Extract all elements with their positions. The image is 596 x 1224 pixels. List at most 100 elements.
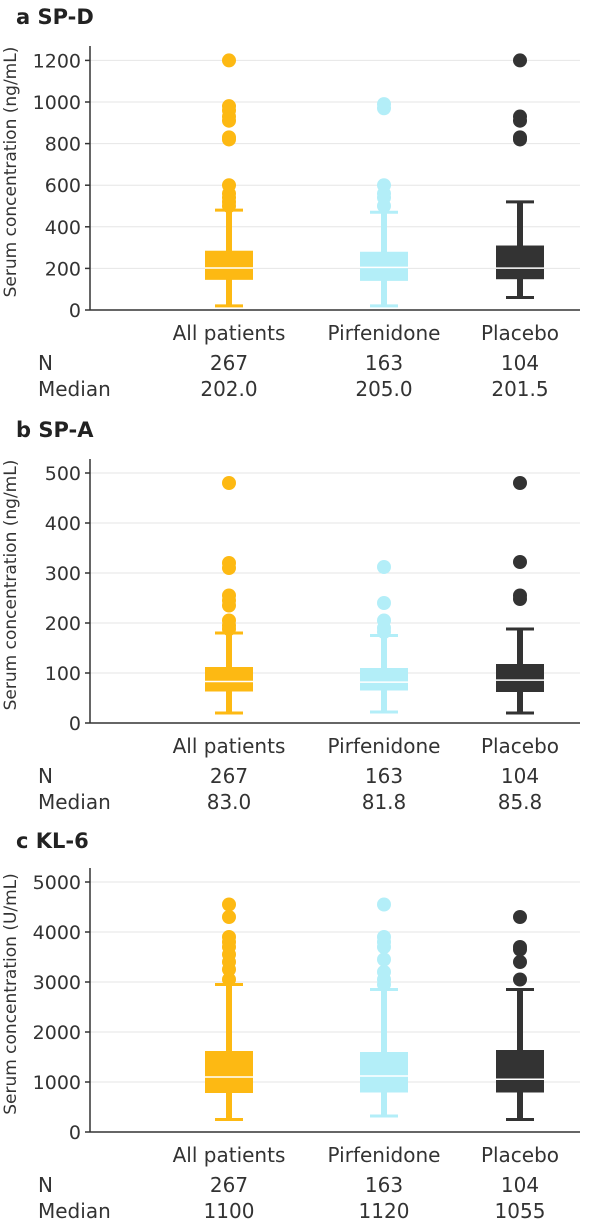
category-label: All patients bbox=[173, 321, 286, 345]
panel-letter: a bbox=[16, 5, 37, 29]
n-row-label: N bbox=[38, 1173, 53, 1197]
outlier-point bbox=[222, 178, 236, 193]
y-tick-label: 1200 bbox=[33, 50, 81, 72]
iqr-box bbox=[205, 1051, 253, 1093]
median-value: 1120 bbox=[359, 1199, 410, 1223]
y-tick-label: 1000 bbox=[33, 1072, 81, 1094]
category-label: Placebo bbox=[481, 734, 559, 758]
iqr-box bbox=[360, 668, 408, 691]
category-label: Placebo bbox=[481, 321, 559, 345]
outlier-point bbox=[222, 972, 236, 987]
box-3 bbox=[496, 910, 544, 1121]
outlier-point bbox=[377, 952, 391, 967]
n-value: 267 bbox=[210, 1173, 248, 1197]
n-row-label: N bbox=[38, 351, 53, 375]
y-tick-label: 200 bbox=[45, 258, 81, 280]
panel-a: a SP-D 0 200 400 600 800 1000 1200 Serum concent… bbox=[1, 5, 580, 401]
outlier-point bbox=[513, 476, 527, 490]
y-tick-label: 300 bbox=[45, 563, 81, 585]
n-value: 163 bbox=[365, 764, 403, 788]
median-value: 83.0 bbox=[207, 790, 252, 814]
median-value: 1100 bbox=[204, 1199, 255, 1223]
box-1 bbox=[205, 897, 253, 1121]
outlier-point bbox=[513, 109, 527, 124]
category-label: Pirfenidone bbox=[328, 734, 441, 758]
y-axis-label: Serum concentration (U/mL) bbox=[1, 873, 21, 1115]
iqr-box bbox=[496, 1050, 544, 1093]
box-1 bbox=[205, 53, 253, 308]
outlier-point bbox=[222, 476, 236, 490]
box-1 bbox=[205, 476, 253, 715]
outlier-point bbox=[222, 897, 236, 912]
outlier-point bbox=[377, 965, 391, 979]
panel-title-text: SP-A bbox=[38, 418, 94, 442]
box-3 bbox=[496, 476, 544, 715]
outlier-point bbox=[513, 555, 527, 569]
n-value: 267 bbox=[210, 351, 248, 375]
panel-letter: c bbox=[16, 829, 36, 853]
y-tick-label: 4000 bbox=[33, 922, 81, 944]
category-label: All patients bbox=[173, 734, 286, 758]
y-tick-label: 200 bbox=[45, 613, 81, 635]
box-3 bbox=[496, 53, 544, 300]
y-tick-label: 600 bbox=[45, 175, 81, 197]
n-value: 104 bbox=[501, 764, 539, 788]
outlier-point bbox=[377, 897, 391, 912]
y-tick-label: 500 bbox=[45, 463, 81, 485]
outlier-point bbox=[377, 560, 391, 574]
y-tick-label: 400 bbox=[45, 513, 81, 535]
y-axis-label: Serum concentration (ng/mL) bbox=[1, 460, 21, 711]
median-row-label: Median bbox=[38, 790, 111, 814]
panel-title-text: KL-6 bbox=[36, 829, 89, 853]
outlier-point bbox=[513, 940, 527, 954]
y-tick-label: 5000 bbox=[33, 872, 81, 894]
median-value: 85.8 bbox=[498, 790, 543, 814]
outlier-point bbox=[513, 910, 527, 924]
y-tick-label: 0 bbox=[69, 713, 81, 735]
n-value: 163 bbox=[365, 1173, 403, 1197]
outlier-point bbox=[513, 972, 527, 987]
box-2 bbox=[360, 897, 408, 1118]
panel-b: b SP-A 0 100 200 300 400 500 Serum concentratio… bbox=[1, 418, 580, 814]
y-tick-label: 0 bbox=[69, 300, 81, 322]
outlier-point bbox=[222, 910, 236, 924]
y-axis-label: Serum concentration (ng/mL) bbox=[1, 47, 21, 298]
median-row-label: Median bbox=[38, 1199, 111, 1223]
outlier-point bbox=[222, 930, 236, 944]
panel-c: c KL-6 0 1000 2000 3000 4000 5000 Serum concent… bbox=[1, 829, 580, 1223]
y-tick-label: 100 bbox=[45, 663, 81, 685]
median-value: 201.5 bbox=[491, 377, 548, 401]
outlier-point bbox=[222, 613, 236, 628]
outlier-point bbox=[377, 97, 391, 112]
panel-title: a SP-D bbox=[16, 5, 94, 29]
panel-title-text: SP-D bbox=[37, 5, 93, 29]
category-label: Pirfenidone bbox=[328, 321, 441, 345]
outlier-point bbox=[222, 53, 236, 68]
iqr-box bbox=[205, 250, 253, 280]
y-tick-label: 1000 bbox=[33, 92, 81, 114]
y-tick-label: 0 bbox=[69, 1122, 81, 1144]
iqr-box bbox=[205, 667, 253, 692]
y-tick-label: 3000 bbox=[33, 972, 81, 994]
median-value: 202.0 bbox=[200, 377, 257, 401]
median-value: 205.0 bbox=[355, 377, 412, 401]
outlier-point bbox=[513, 130, 527, 145]
panel-title: b SP-A bbox=[16, 418, 94, 442]
n-value: 104 bbox=[501, 351, 539, 375]
outlier-point bbox=[222, 130, 236, 145]
category-label: All patients bbox=[173, 1143, 286, 1167]
y-tick-label: 400 bbox=[45, 217, 81, 239]
outlier-point bbox=[377, 178, 391, 193]
median-row-label: Median bbox=[38, 377, 111, 401]
outlier-point bbox=[513, 955, 527, 969]
y-tick-label: 800 bbox=[45, 134, 81, 156]
panel-title: c KL-6 bbox=[16, 829, 89, 853]
y-tick-label: 2000 bbox=[33, 1022, 81, 1044]
outlier-point bbox=[513, 588, 527, 603]
panel-letter: b bbox=[16, 418, 38, 442]
outlier-point bbox=[222, 99, 236, 114]
median-value: 1055 bbox=[495, 1199, 546, 1223]
outlier-point bbox=[377, 596, 391, 610]
iqr-box bbox=[496, 245, 544, 280]
